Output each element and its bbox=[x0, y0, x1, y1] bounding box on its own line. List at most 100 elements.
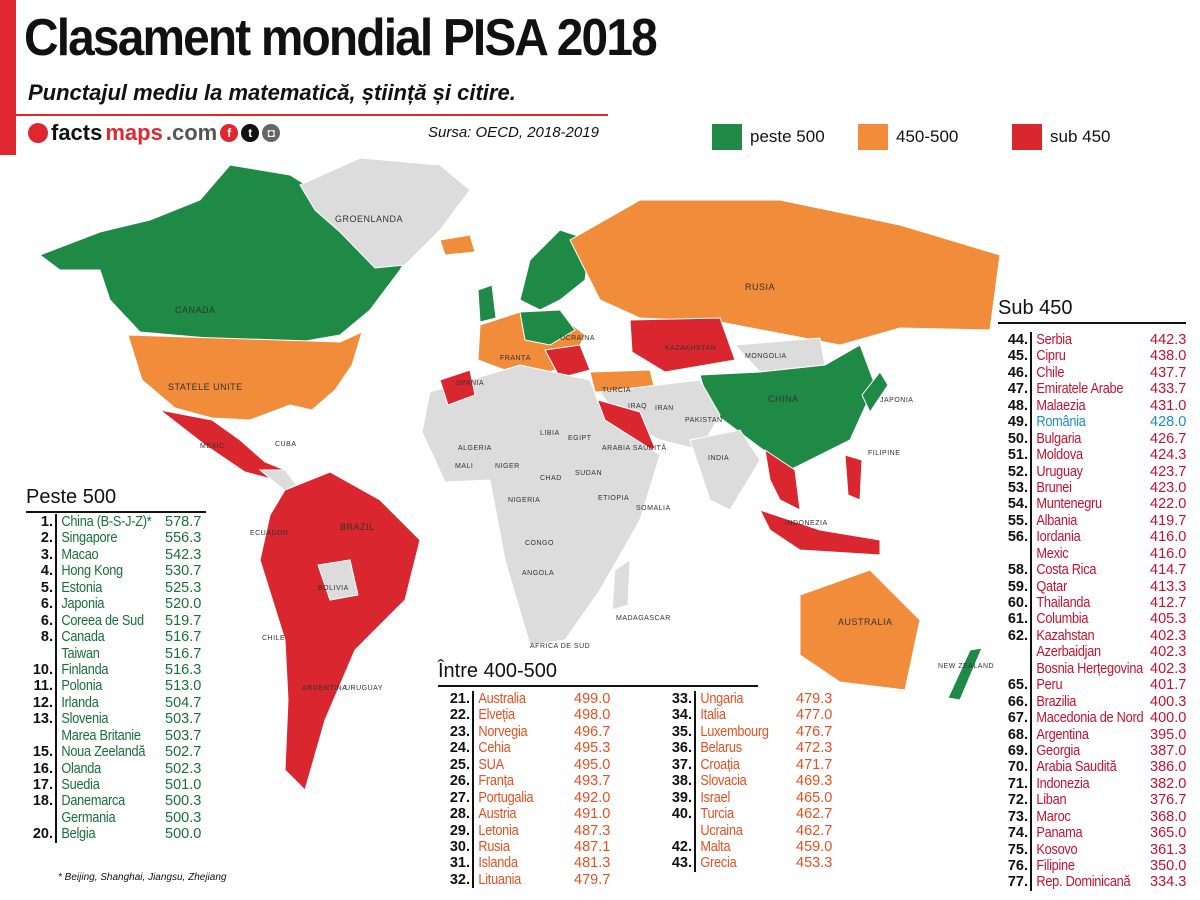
list-item: 25. SUA 495.0 bbox=[450, 757, 612, 773]
map-label: NIGERIA bbox=[508, 497, 540, 504]
facebook-icon[interactable]: f bbox=[220, 124, 239, 142]
list-item: 45. Cipru 438.0 bbox=[1008, 348, 1190, 364]
country-name: Olanda bbox=[61, 760, 101, 777]
rank: 53. bbox=[1007, 479, 1028, 496]
country-name: Peru bbox=[1036, 677, 1063, 694]
country-name: Germania bbox=[61, 809, 116, 826]
country-greenland bbox=[299, 157, 471, 269]
country-uk bbox=[477, 284, 497, 323]
map-label: URUGUAY bbox=[345, 685, 383, 692]
list-item: 58. Costa Rica 414.7 bbox=[1008, 562, 1190, 578]
list-item: 42. Malta 459.0 bbox=[672, 839, 832, 855]
region-africa bbox=[421, 364, 661, 646]
brand-text-com: .com bbox=[165, 120, 218, 145]
country-name: Lituania bbox=[478, 871, 521, 888]
rank: 31. bbox=[449, 855, 470, 872]
score: 491.0 bbox=[574, 806, 611, 823]
country-name: Qatar bbox=[1036, 578, 1067, 595]
country-name: China (B-S-J-Z)* bbox=[61, 514, 152, 530]
rank: 39. bbox=[671, 789, 692, 806]
score: 402.3 bbox=[1150, 660, 1187, 677]
country-name: Marea Britanie bbox=[61, 727, 141, 744]
list-item: 30. Rusia 487.1 bbox=[450, 838, 612, 855]
rank: 75. bbox=[1007, 841, 1028, 858]
map-label: BRAZIL bbox=[340, 522, 375, 532]
list-item: 56. Iordania 416.0 bbox=[1008, 529, 1190, 545]
map-label: FILIPINE bbox=[868, 450, 900, 457]
score: 382.0 bbox=[1150, 775, 1187, 792]
score: 419.7 bbox=[1150, 512, 1187, 529]
list-heading-above-500: Peste 500 bbox=[26, 486, 206, 513]
map-label: SPANIA bbox=[456, 380, 484, 387]
list-item: 66. Brazilia 400.3 bbox=[1008, 694, 1190, 710]
country-name: Panama bbox=[1036, 825, 1083, 842]
legend-swatch-green bbox=[712, 124, 742, 150]
rank: 47. bbox=[1007, 381, 1028, 398]
list-item: 76. Filipine 350.0 bbox=[1008, 858, 1190, 874]
twitter-icon[interactable]: t bbox=[241, 124, 260, 142]
rank: 15. bbox=[32, 744, 53, 761]
score: 477.0 bbox=[796, 707, 833, 724]
country-name: Letonia bbox=[478, 822, 519, 839]
map-label: ETIOPIA bbox=[598, 495, 629, 502]
list-item: 54. Muntenegru 422.0 bbox=[1008, 496, 1190, 512]
score: 498.0 bbox=[574, 707, 611, 724]
country-name: Noua Zeelandă bbox=[61, 744, 146, 761]
rank: 27. bbox=[449, 789, 470, 806]
country-name: Portugalia bbox=[478, 789, 534, 806]
country-new-zealand bbox=[947, 647, 983, 701]
score: 472.3 bbox=[796, 740, 833, 757]
list-item: Mexic 416.0 bbox=[1032, 546, 1190, 562]
list-item: 17. Suedia 501.0 bbox=[33, 777, 201, 793]
score: 542.3 bbox=[165, 546, 202, 563]
country-name: Coreea de Sud bbox=[61, 612, 144, 629]
rank: 16. bbox=[32, 760, 53, 777]
instagram-icon[interactable]: ◘ bbox=[262, 124, 281, 142]
map-label: SUDAN bbox=[575, 470, 602, 477]
country-name: Georgia bbox=[1036, 742, 1080, 759]
list-item: 39. Israel 465.0 bbox=[672, 789, 832, 806]
country-name: Macao bbox=[61, 546, 99, 563]
score: 487.1 bbox=[574, 838, 611, 855]
country-name: Israel bbox=[700, 789, 731, 806]
list-item: 44. Serbia 442.3 bbox=[1008, 332, 1190, 348]
score: 402.3 bbox=[1150, 627, 1187, 644]
score: 476.7 bbox=[796, 723, 833, 740]
list-item: 24. Cehia 495.3 bbox=[450, 740, 612, 756]
country-name: Brunei bbox=[1036, 479, 1072, 496]
rank: 55. bbox=[1007, 512, 1028, 529]
score: 502.3 bbox=[165, 760, 202, 777]
score: 501.0 bbox=[165, 777, 202, 793]
rank: 20. bbox=[32, 826, 53, 843]
score: 412.7 bbox=[1150, 595, 1187, 611]
rank: 6. bbox=[40, 596, 53, 613]
map-label: TURCIA bbox=[602, 387, 631, 394]
country-india bbox=[689, 429, 761, 511]
footnote: * Beijing, Shanghai, Jiangsu, Zhejiang bbox=[58, 872, 227, 883]
rank: 5. bbox=[40, 579, 53, 596]
score: 361.3 bbox=[1150, 841, 1187, 858]
page-title: Clasament mondial PISA 2018 bbox=[24, 9, 658, 67]
map-label: EGIPT bbox=[568, 435, 592, 442]
score: 433.7 bbox=[1150, 381, 1187, 398]
rank: 70. bbox=[1007, 759, 1028, 776]
map-label: IRAQ bbox=[628, 403, 647, 410]
country-name: Islanda bbox=[478, 855, 518, 872]
rank: 32. bbox=[449, 871, 470, 888]
list-item: 50. Bulgaria 426.7 bbox=[1008, 431, 1190, 447]
ranking-list-below-450: 44. Serbia 442.3 45. Cipru 438.0 46. Chile 437.7… bbox=[1008, 332, 1190, 891]
header-divider bbox=[16, 114, 608, 116]
country-name: Luxembourg bbox=[700, 723, 769, 740]
list-item: 26. Franța 493.7 bbox=[450, 773, 612, 789]
country-name: Finlanda bbox=[61, 661, 109, 678]
rank: 37. bbox=[671, 756, 692, 773]
map-label: FRANȚA bbox=[500, 355, 531, 362]
list-item: 23. Norvegia 496.7 bbox=[450, 723, 612, 740]
list-item: 31. Islanda 481.3 bbox=[450, 855, 612, 872]
rank: 6. bbox=[40, 612, 53, 629]
legend-swatch-orange bbox=[858, 124, 888, 150]
rank: 66. bbox=[1007, 693, 1028, 710]
rank: 46. bbox=[1007, 364, 1028, 381]
map-label: STATELE UNITE bbox=[168, 382, 243, 392]
country-name: Norvegia bbox=[478, 723, 528, 740]
